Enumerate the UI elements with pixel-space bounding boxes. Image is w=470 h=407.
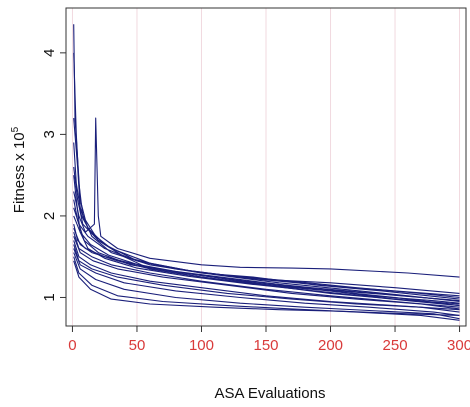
y-axis-label-main: Fitness x 10 [11, 132, 28, 213]
series-line-2 [73, 52, 460, 294]
series-line-4 [73, 142, 460, 300]
x-axis-ticks: 0 50 100 150 200 250 300 [68, 326, 470, 354]
series-line-20 [73, 199, 460, 302]
grid [71, 8, 461, 326]
series-line-18 [73, 260, 460, 316]
series-line-16 [73, 252, 460, 320]
x-tick-label: 100 [189, 337, 214, 354]
y-axis-ticks: 1 2 3 4 [41, 49, 66, 302]
x-tick-label: 50 [129, 337, 146, 354]
x-tick-label: 250 [383, 337, 408, 354]
series-line-6 [73, 117, 460, 278]
series-line-15 [73, 248, 460, 316]
x-tick-label: 0 [68, 337, 76, 354]
series-line-19 [73, 175, 460, 307]
y-tick-label: 3 [41, 130, 58, 138]
series-line-11 [73, 232, 460, 308]
y-axis-label: Fitness x 105 [10, 126, 28, 213]
series-lines [73, 24, 460, 321]
series-line-12 [73, 236, 460, 310]
y-tick-label: 4 [41, 49, 58, 57]
x-tick-label: 300 [447, 337, 470, 354]
x-axis-label: ASA Evaluations [215, 385, 326, 402]
series-line-13 [73, 240, 460, 311]
series-line-14 [73, 244, 460, 313]
y-tick-label: 2 [41, 212, 58, 220]
series-line-17 [73, 256, 460, 321]
series-line-3 [73, 118, 460, 299]
series-line-5 [73, 166, 460, 303]
series-line-7 [73, 207, 460, 297]
x-tick-label: 150 [253, 337, 278, 354]
y-tick-label: 1 [41, 293, 58, 301]
y-axis-label-exponent: 5 [10, 126, 21, 132]
x-tick-label: 200 [318, 337, 343, 354]
